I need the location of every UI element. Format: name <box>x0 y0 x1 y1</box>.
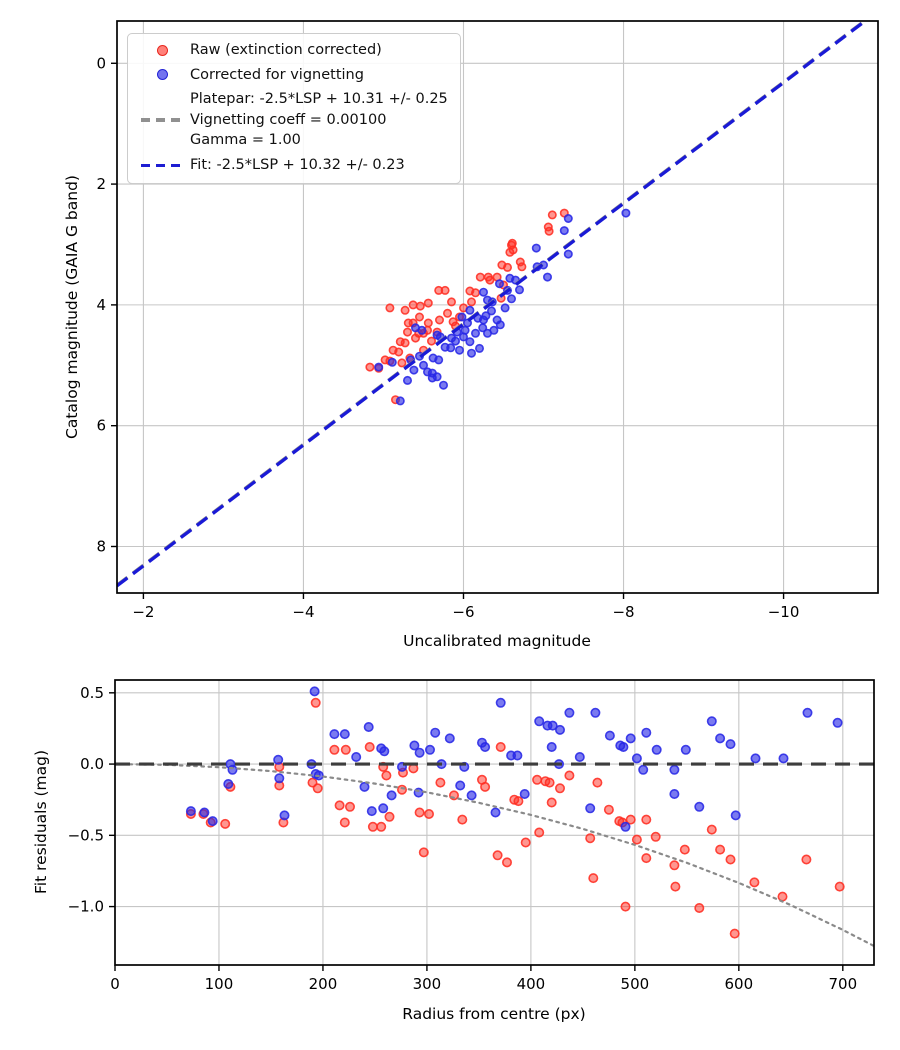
legend-label-raw: Raw (extinction corrected) <box>190 42 382 58</box>
tick-labels: 0 100 200 300 400 500 600 700 0.5 0.0 −0.5 −1.0 <box>68 684 858 993</box>
x-tick-label: 100 <box>205 975 234 993</box>
x-tick-label: −8 <box>612 603 634 621</box>
x-tick-label: 600 <box>725 975 754 993</box>
scatter-series-blue <box>185 686 843 832</box>
platepar-dashed-line-icon <box>141 118 183 122</box>
plot-frame <box>116 20 879 594</box>
y-tick-label: 8 <box>96 537 106 555</box>
y-tick-label: 0 <box>96 54 106 72</box>
y-tick-label: 4 <box>96 296 106 314</box>
y-tick-label: 2 <box>96 175 106 193</box>
bottom-plot: 0 100 200 300 400 500 600 700 0.5 0.0 −0.5 −1.0 <box>68 679 875 993</box>
x-tick-label: 300 <box>413 975 442 993</box>
platepar-line-3: Gamma = 1.00 <box>190 132 301 149</box>
gridlines <box>114 680 874 965</box>
x-tick-label: −2 <box>132 603 154 621</box>
top-yaxis-label: Catalog magnitude (GAIA G band) <box>63 175 81 439</box>
y-tick-label: 0.5 <box>80 684 104 702</box>
platepar-line-2: Vignetting coeff = 0.00100 <box>190 111 387 128</box>
x-tick-label: −10 <box>768 603 800 621</box>
ticks <box>111 62 785 599</box>
corrected-scatter-marker-icon <box>156 69 168 81</box>
x-tick-label: 200 <box>309 975 338 993</box>
plot-frame <box>114 679 875 966</box>
y-tick-label: −1.0 <box>68 898 104 916</box>
legend-label-platepar: Platepar: -2.5*LSP + 10.31 +/- 0.25 Vign… <box>190 89 448 151</box>
x-tick-label: 700 <box>828 975 857 993</box>
y-tick-label: 0.0 <box>80 755 104 773</box>
tick-labels: −2 −4 −6 −8 −10 0 2 4 6 8 <box>96 54 799 621</box>
bottom-xaxis-label: Radius from centre (px) <box>402 1005 586 1023</box>
x-tick-label: −6 <box>452 603 474 621</box>
x-tick-label: −4 <box>292 603 314 621</box>
platepar-line-1: Platepar: -2.5*LSP + 10.31 +/- 0.25 <box>190 91 448 108</box>
legend: Raw (extinction corrected) Corrected for… <box>127 33 461 185</box>
raw-scatter-marker-icon <box>156 44 168 56</box>
x-tick-label: 400 <box>517 975 546 993</box>
line-series-vignetting-model-curve <box>115 762 874 948</box>
scatter-series-blue <box>374 208 631 406</box>
legend-label-fit: Fit: -2.5*LSP + 10.32 +/- 0.23 <box>190 156 405 173</box>
y-tick-label: 6 <box>96 417 106 435</box>
y-tick-label: −0.5 <box>68 826 104 844</box>
bottom-yaxis-label: Fit residuals (mag) <box>32 749 50 895</box>
fit-dashed-line-icon <box>141 163 183 167</box>
top-xaxis-label: Uncalibrated magnitude <box>403 632 591 650</box>
x-tick-label: 500 <box>621 975 650 993</box>
x-tick-label: 0 <box>110 975 120 993</box>
ticks <box>109 692 844 971</box>
legend-label-corrected: Corrected for vignetting <box>190 66 364 83</box>
